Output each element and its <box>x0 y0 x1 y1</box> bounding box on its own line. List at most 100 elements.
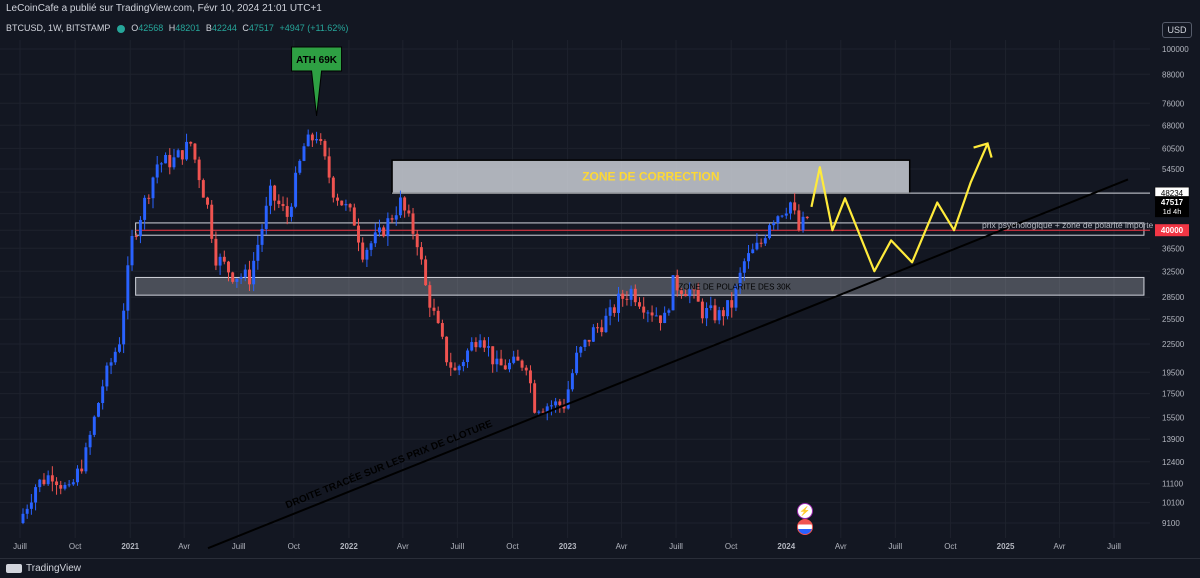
time-tick-label: 2025 <box>997 542 1015 551</box>
time-tick-label: Oct <box>725 542 738 551</box>
countdown-text: 1d 4h <box>1163 207 1182 216</box>
candle-body <box>390 218 394 220</box>
candle-body <box>436 310 440 324</box>
price-tick-label: 19500 <box>1162 368 1185 377</box>
candle-body <box>97 403 100 417</box>
candle-body <box>805 216 809 219</box>
candle-body <box>457 366 461 371</box>
candle-body <box>482 340 486 348</box>
candle-body <box>235 278 239 282</box>
candle-body <box>357 225 360 243</box>
candle-body <box>575 352 579 374</box>
candle-body <box>239 276 243 279</box>
candle-body <box>138 219 142 237</box>
candle-body <box>692 289 696 291</box>
candle-body <box>646 312 650 314</box>
candle-body <box>319 139 323 142</box>
price-chart[interactable]: DROITE TRACÉE SUR LES PRIX DE CLOTURE ZON… <box>0 0 1200 558</box>
time-tick-label: Juill <box>669 542 683 551</box>
candle-body <box>159 163 163 165</box>
candle-body <box>700 301 704 319</box>
price-tick-label: 76000 <box>1162 99 1185 108</box>
candle-body <box>352 207 356 226</box>
candle-body <box>579 347 583 353</box>
price-tick-label: 54500 <box>1162 165 1185 174</box>
candle-body <box>105 365 109 387</box>
candle-body <box>256 244 260 261</box>
candle-body <box>503 365 507 370</box>
candle-body <box>679 290 683 295</box>
candle-body <box>432 307 436 311</box>
candle-body <box>642 306 646 313</box>
price-tick-label: 9100 <box>1162 519 1180 528</box>
candle-body <box>528 370 532 384</box>
candle-body <box>793 202 797 211</box>
candle-body <box>42 479 46 485</box>
candle-body <box>466 350 470 363</box>
candle-body <box>67 484 71 486</box>
candle-body <box>478 340 482 348</box>
symbol-label[interactable]: BTCUSD, 1W, BITSTAMP <box>6 23 111 33</box>
candle-body <box>151 177 155 199</box>
candle-body <box>461 362 465 367</box>
price-tick-label: 11100 <box>1162 480 1184 489</box>
time-tick-label: Juill <box>13 542 27 551</box>
candle-body <box>289 206 293 217</box>
candle-body <box>344 204 348 206</box>
tradingview-logo-icon <box>6 563 22 573</box>
time-tick-label: Oct <box>288 542 301 551</box>
time-tick-label: Avr <box>616 542 628 551</box>
psy-level-label: prix psychologique + zone de polarité im… <box>982 220 1154 230</box>
zone-psychological <box>135 222 1145 236</box>
candle-body <box>180 150 184 160</box>
candle-body <box>310 134 314 141</box>
candle-body <box>717 310 721 321</box>
symbol-legend: BTCUSD, 1W, BITSTAMP O42568 H48201 B4224… <box>6 23 351 33</box>
event-flag-us-icon[interactable] <box>797 519 813 535</box>
ohlc-high-value: 48201 <box>175 23 201 33</box>
price-axis: 1000008800076000680006050054500485004350… <box>1154 45 1190 528</box>
candle-body <box>541 411 545 413</box>
price-tick-label: 15500 <box>1162 414 1185 423</box>
candle-body <box>130 235 134 266</box>
last-price-tag <box>1155 196 1189 218</box>
candle-body <box>46 475 50 485</box>
candle-body <box>734 285 738 308</box>
candle-body <box>721 310 725 317</box>
candle-body <box>688 289 692 297</box>
candle-body <box>227 261 230 273</box>
candle-body <box>361 242 365 260</box>
candle-body <box>411 213 415 234</box>
candle-body <box>780 215 784 217</box>
price-tick-label: 25500 <box>1162 315 1185 324</box>
candle-body <box>197 159 201 181</box>
price-tick-label: 13900 <box>1162 435 1185 444</box>
candle-body <box>231 272 235 282</box>
candle-body <box>126 265 130 311</box>
candle-body <box>155 164 159 178</box>
candle-body <box>386 218 390 237</box>
candle-body <box>134 235 138 237</box>
candle-body <box>726 300 730 317</box>
candle-body <box>696 289 700 302</box>
candle-body <box>168 154 172 168</box>
time-tick-label: 2022 <box>340 542 358 551</box>
candle-body <box>612 307 616 313</box>
candle-body <box>260 228 264 245</box>
candle-body <box>474 342 478 348</box>
candle-body <box>193 143 197 160</box>
currency-button[interactable]: USD <box>1162 22 1192 38</box>
ohlc-high-key: H <box>168 23 176 33</box>
candle-body <box>533 383 537 413</box>
candle-body <box>327 156 331 178</box>
price-tick-label: 12400 <box>1162 458 1185 467</box>
event-lightning-icon[interactable]: ⚡ <box>797 503 813 519</box>
candle-body <box>663 312 667 324</box>
ohlc-open-key: O <box>131 23 139 33</box>
candle-body <box>59 485 63 489</box>
tradingview-logo[interactable]: TradingView <box>6 563 81 574</box>
candle-body <box>403 197 407 211</box>
candle-body <box>164 154 168 164</box>
candle-body <box>147 197 151 199</box>
ohlc-close-key: C <box>242 23 249 33</box>
